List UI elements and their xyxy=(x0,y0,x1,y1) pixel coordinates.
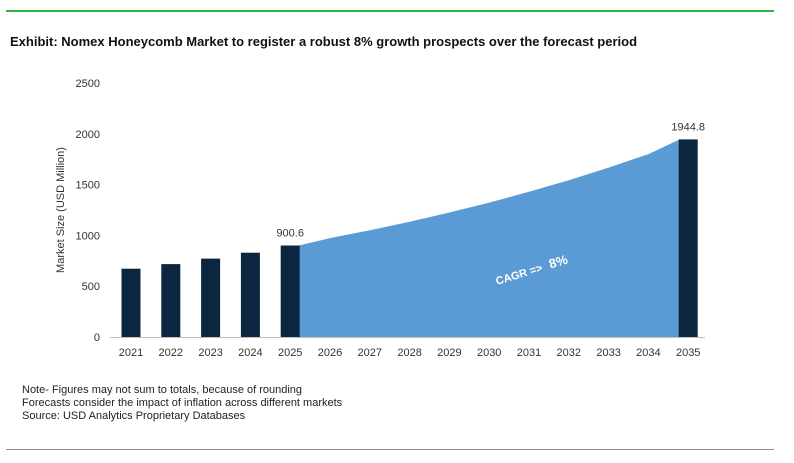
x-tick-label-2026: 2026 xyxy=(318,347,342,359)
x-tick-label-2034: 2034 xyxy=(636,347,660,359)
forecast-area-layer xyxy=(298,139,680,337)
x-tick-label-2032: 2032 xyxy=(557,347,581,359)
note-source: Source: USD Analytics Proprietary Databa… xyxy=(22,410,246,422)
note-inflation: Forecasts consider the impact of inflati… xyxy=(22,397,343,409)
bar-2035 xyxy=(678,139,698,337)
y-tick-label: 500 xyxy=(82,281,100,293)
bar-layer xyxy=(121,139,698,337)
forecast-area xyxy=(298,139,680,337)
bottom-rule xyxy=(6,449,774,450)
bar-2021 xyxy=(121,268,141,337)
x-tick-label-2023: 2023 xyxy=(198,347,222,359)
y-axis-ticks: 0 500 1000 1500 2000 2500 xyxy=(76,78,100,344)
x-tick-label-2025: 2025 xyxy=(278,347,302,359)
x-tick-label-2024: 2024 xyxy=(238,347,262,359)
y-tick-label: 1000 xyxy=(76,230,100,242)
exhibit-title: Exhibit: Nomex Honeycomb Market to regis… xyxy=(10,34,638,49)
bar-2025 xyxy=(280,245,300,337)
x-tick-label-2021: 2021 xyxy=(119,347,143,359)
y-tick-label: 2000 xyxy=(76,129,100,141)
data-label-2035: 1944.8 xyxy=(671,121,705,133)
top-rule xyxy=(6,10,774,12)
x-tick-label-2027: 2027 xyxy=(358,347,382,359)
x-axis-ticks: 2021 2022 2023 2024 2025 2026 2027 2028 2029 2030… xyxy=(119,347,701,359)
x-tick-label-2029: 2029 xyxy=(437,347,461,359)
y-tick-label: 2500 xyxy=(76,78,100,90)
x-tick-label-2022: 2022 xyxy=(159,347,183,359)
x-tick-label-2035: 2035 xyxy=(676,347,700,359)
y-axis-title: Market Size (USD Million) xyxy=(55,147,67,273)
y-axis-title-group: Market Size (USD Million) xyxy=(55,147,67,273)
x-tick-label-2028: 2028 xyxy=(397,347,421,359)
y-tick-label: 1500 xyxy=(76,180,100,192)
bar-2022 xyxy=(161,264,181,337)
data-label-2025: 900.6 xyxy=(276,227,304,239)
cagr-value: 8% xyxy=(547,252,570,272)
y-tick-label: 0 xyxy=(94,332,100,344)
note-rounding: Note- Figures may not sum to totals, bec… xyxy=(22,384,303,396)
x-tick-label-2033: 2033 xyxy=(596,347,620,359)
x-tick-label-2030: 2030 xyxy=(477,347,501,359)
x-tick-label-2031: 2031 xyxy=(517,347,541,359)
data-labels-layer: 900.6 1944.8 xyxy=(276,121,705,239)
bar-2023 xyxy=(201,258,221,337)
footnotes: Note- Figures may not sum to totals, bec… xyxy=(22,384,342,423)
bar-2024 xyxy=(240,252,260,337)
